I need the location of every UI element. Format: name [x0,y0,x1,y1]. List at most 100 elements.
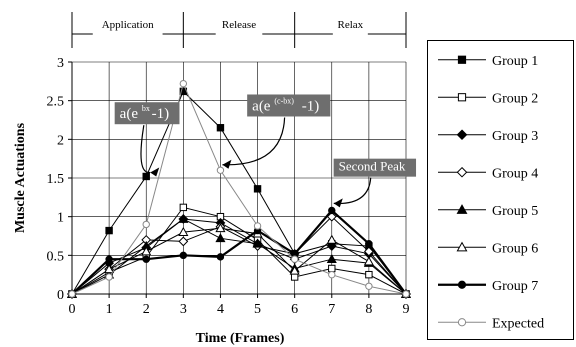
annotation-text: Second Peak [339,159,406,174]
phase-band: Application Release Relax [71,12,407,48]
data-point [253,185,262,193]
data-point [253,222,262,230]
data-point [456,166,468,178]
y-tick-label: 0.5 [47,249,65,264]
data-point [216,166,225,174]
series-layer [66,79,412,299]
annotation-box [333,158,417,177]
x-tick-label: 9 [403,302,410,317]
series-line [71,227,407,295]
annotation-text: a(e [252,98,271,114]
series-expected [68,79,410,298]
annotation-sup: bx [142,104,150,113]
series-line [71,208,407,295]
annotation-box [114,102,180,125]
legend-label: Group 6 [492,241,538,256]
legend-svg: Group 1 Group 2 Group 3 Group 4 Group 5 Group… [438,54,544,331]
legend-item: Expected [438,316,544,331]
series-line [71,218,407,295]
data-point [142,220,150,229]
annotation-arrow [222,117,286,166]
annotation-arrow [140,125,151,174]
data-point [179,203,188,212]
series-line [71,82,407,295]
data-point [68,290,76,298]
data-point [457,93,467,102]
series-group-7 [68,206,410,298]
data-point [178,226,189,236]
legend-item: Group 5 [438,204,538,219]
annotation-arrow [333,177,372,205]
data-point [457,318,467,327]
series-line [71,218,407,295]
data-point [328,206,336,215]
data-point [142,172,150,181]
data-point [216,124,225,132]
data-point [215,223,226,233]
data-point [402,290,410,298]
data-point [365,270,373,279]
y-tick-label: 0 [57,288,64,303]
annotations: a(e bx -1) a(e (c-bx) -1)Second Peak [114,94,417,208]
data-point [105,273,113,281]
legend-item: Group 1 [438,54,538,69]
annotation: a(e (c-bx) -1) [222,94,331,169]
phase-label: Relax [337,19,363,31]
data-point [105,226,113,235]
legend-label: Expected [492,316,544,331]
data-point [216,253,225,261]
legend-item: Group 2 [438,91,538,106]
data-point [457,280,467,289]
data-point [365,240,373,248]
data-point [326,241,337,251]
x-axis-label: Time (Frames) [196,331,285,346]
legend-label: Group 4 [492,166,538,181]
series-line [71,90,407,295]
series-line [71,215,407,295]
data-point [290,255,299,263]
data-point [178,236,189,247]
axes: 0 0.5 1 1.5 2 2.5 3 0 1 2 3 4 5 6 7 8 9 [47,56,410,317]
x-tick-label: 2 [143,302,150,317]
legend-item: Group 7 [438,279,538,294]
phase-label: Application [102,19,154,31]
legend-label: Group 7 [492,279,538,294]
data-point [179,251,188,260]
data-point [215,233,226,243]
phase-label: Release [222,19,256,31]
legend: Group 1 Group 2 Group 3 Group 4 Group 5 Group… [427,40,574,340]
data-point [290,273,299,281]
x-tick-label: 1 [106,302,113,317]
data-point [456,241,468,252]
y-axis-label: Muscle Actuations [13,122,28,233]
annotation: a(e bx -1) [114,102,180,177]
y-tick-label: 2.5 [47,95,65,110]
x-tick-label: 7 [328,302,335,317]
y-tick-label: 2 [57,133,64,148]
data-point [252,238,263,248]
y-tick-label: 3 [57,56,64,71]
x-tick-label: 4 [217,302,224,317]
data-point [141,246,152,256]
annotation-arrowhead [150,167,160,177]
legend-item: Group 3 [438,129,538,144]
annotation-box [247,94,331,117]
annotation-sup: (c-bx) [274,96,294,105]
x-tick-label: 6 [291,302,298,317]
x-tick-label: 3 [180,302,187,317]
data-point [328,270,336,279]
series-line [71,206,407,295]
data-point [365,282,373,290]
data-point [328,264,336,273]
y-tick-label: 1 [57,211,64,226]
y-tick-label: 1.5 [47,172,65,187]
annotation-tail: -1) [302,98,320,114]
data-point [363,256,374,266]
data-point [105,255,113,263]
legend-label: Group 3 [492,129,538,144]
annotation-text: a(e [120,106,139,122]
annotation: Second Peak [333,158,417,208]
annotation-arrowhead [333,198,343,208]
x-tick-label: 5 [254,302,261,317]
